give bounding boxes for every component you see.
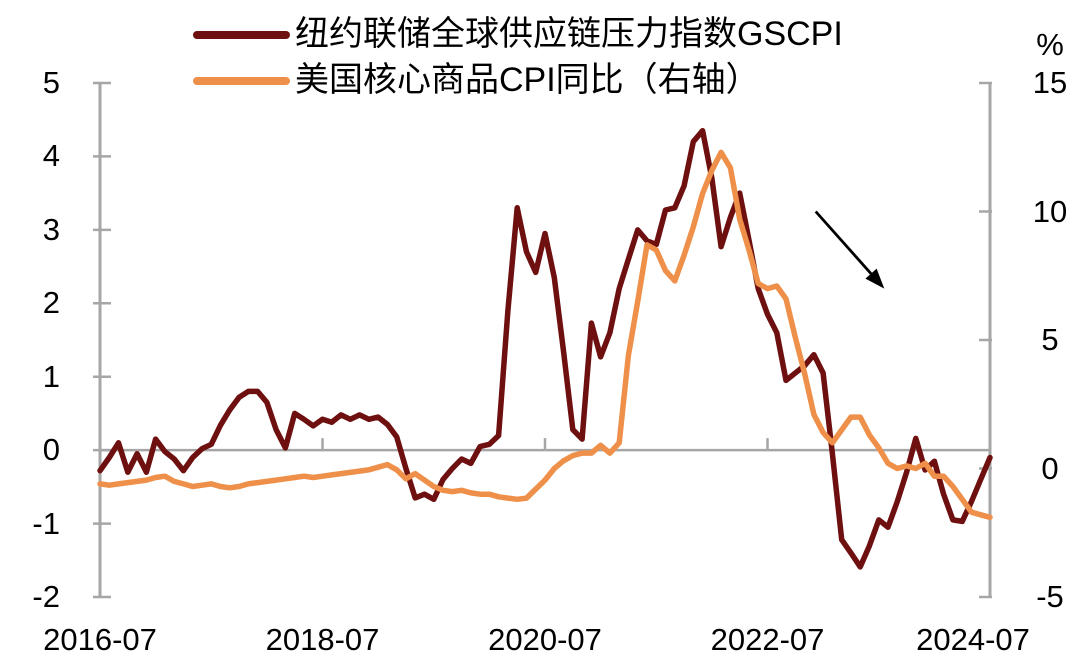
legend-swatch-gscpi-icon — [193, 31, 290, 39]
right-axis-label: 10 — [1032, 193, 1068, 229]
gscpi-line — [97, 127, 993, 570]
left-axis-label: 5 — [42, 65, 60, 100]
left-axis-label: 1 — [42, 358, 60, 394]
x-axis-label: 2022-07 — [710, 622, 825, 657]
right-axis-label: 15 — [1032, 65, 1068, 100]
legend-label-gscpi: 纽约联储全球供应链压力指数GSCPI — [295, 15, 843, 54]
x-axis-label: 2018-07 — [265, 622, 380, 657]
legend-item-cpi: 美国核心商品CPI同比（右轴） — [193, 58, 843, 104]
legend: 纽约联储全球供应链压力指数GSCPI 美国核心商品CPI同比（右轴） — [193, 12, 843, 104]
left-axis-label: 2 — [42, 285, 60, 321]
left-axis-label: 3 — [42, 211, 60, 247]
legend-swatch-cpi-icon — [193, 77, 290, 85]
right-axis-label: 0 — [1041, 450, 1059, 486]
x-axis-label: 2016-07 — [43, 622, 157, 657]
x-axis-label: 2020-07 — [488, 622, 602, 657]
core-goods-cpi-line — [97, 149, 993, 521]
legend-item-gscpi: 纽约联储全球供应链压力指数GSCPI — [193, 12, 843, 58]
left-axis-label: 0 — [42, 432, 60, 468]
downward-trend-arrow-icon — [865, 268, 885, 289]
left-axis-label: -2 — [32, 579, 60, 614]
right-axis-label: 5 — [1041, 322, 1059, 357]
right-axis-label: -5 — [1036, 579, 1064, 614]
left-axis-label: 4 — [42, 138, 60, 174]
legend-label-cpi: 美国核心商品CPI同比（右轴） — [295, 61, 760, 100]
left-axis-label: -1 — [32, 505, 60, 541]
x-axis-label: 2024-07 — [916, 622, 1030, 657]
right-axis-unit-label: % — [1036, 27, 1064, 62]
trend-arrow-shaft — [814, 210, 873, 275]
